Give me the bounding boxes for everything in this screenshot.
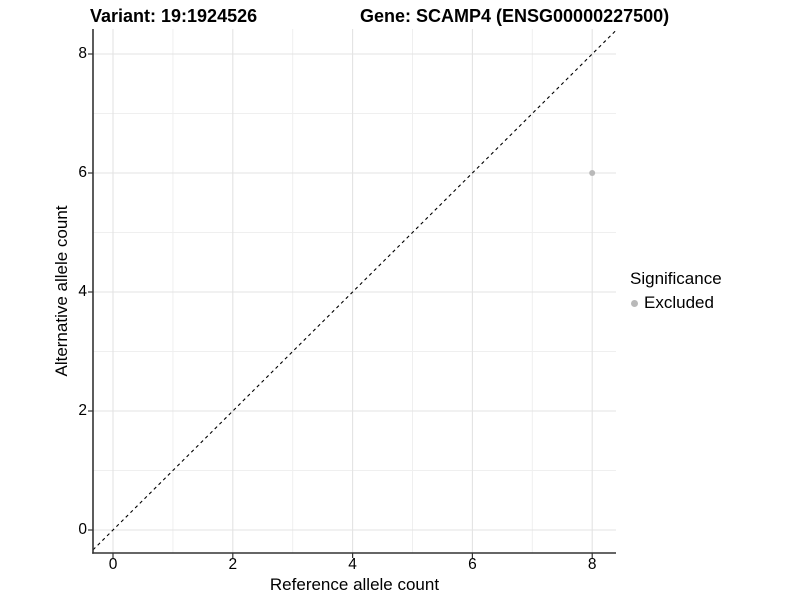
x-tick-label: 8 [587,556,597,573]
legend-title: Significance [630,269,722,288]
y-tick-label: 2 [78,402,87,419]
legend-point-icon [631,299,638,307]
y-tick-label: 6 [78,164,87,181]
legend-entry-label: Excluded [644,293,714,312]
legend-entry: Excluded [631,293,722,313]
legend: Significance Excluded [630,269,722,313]
x-tick-label: 2 [228,556,238,573]
data-point [589,170,596,176]
y-tick-label: 0 [78,521,87,538]
x-tick-label: 0 [108,556,118,573]
gene-title: Gene: SCAMP4 (ENSG00000227500) [360,6,670,26]
y-axis-label: Alternative allele count [52,205,71,377]
x-tick-label: 6 [468,556,477,573]
x-tick-label: 4 [348,556,357,573]
x-axis-label: Reference allele count [269,575,440,594]
identity-reference-line [92,29,617,551]
y-tick-label: 8 [78,45,87,62]
y-tick-label: 4 [78,283,87,300]
variant-title: Variant: 19:1924526 [90,6,258,26]
legend-entries: Excluded [630,293,722,313]
